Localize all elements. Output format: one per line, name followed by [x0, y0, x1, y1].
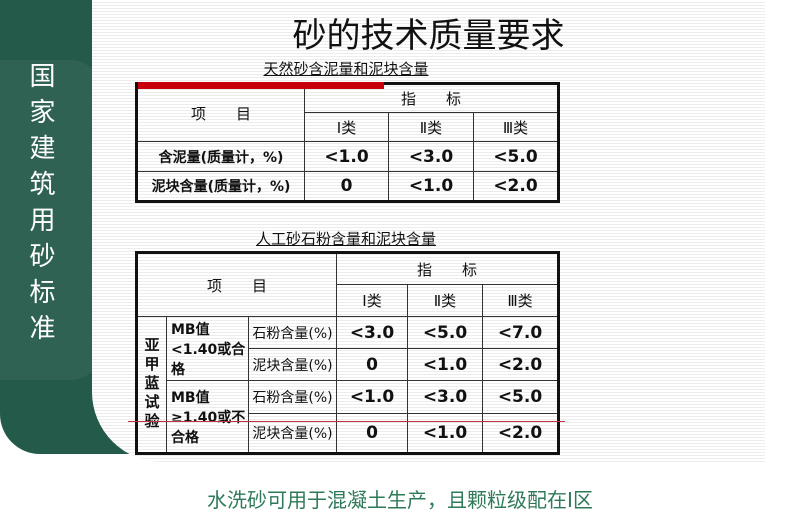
cell: <3.0 — [388, 141, 474, 172]
class-2: Ⅱ类 — [407, 284, 483, 317]
table1-caption: 天然砂含泥量和泥块含量 — [263, 60, 429, 78]
class-1: Ⅰ类 — [336, 284, 408, 317]
table-row: 泥块含量(质量计，%) 0 <1.0 <2.0 — [136, 171, 559, 202]
table-row: 泥块含量(%) 0 <1.0 <2.0 — [137, 348, 559, 381]
table2-caption: 人工砂石粉含量和泥块含量 — [255, 230, 436, 248]
cell: 0 — [336, 348, 408, 381]
row-label: 石粉含量(%) — [248, 316, 337, 349]
table-row: MB值≥1.40或不合格 石粉含量(%) <1.0 <3.0 <5.0 — [137, 380, 559, 454]
cell: <2.0 — [482, 413, 559, 454]
row-label: 泥块含量(%) — [248, 348, 337, 381]
accent-bar — [138, 82, 384, 89]
cell: <1.0 — [304, 141, 389, 172]
cell: <3.0 — [407, 380, 483, 414]
cell: <1.0 — [388, 171, 474, 202]
class-2: Ⅱ类 — [388, 112, 474, 142]
cell: <1.0 — [407, 348, 483, 381]
condition: MB值<1.40或合格 — [166, 316, 249, 381]
cell: <1.0 — [336, 380, 408, 414]
row-label: 泥块含量(质量计，%) — [136, 171, 305, 202]
cell: <7.0 — [482, 316, 559, 349]
header-item: 项 目 — [136, 83, 305, 142]
cell: <5.0 — [407, 316, 483, 349]
page-title: 砂的技术质量要求 — [292, 16, 565, 56]
row-label: 泥块含量(%) — [248, 413, 337, 454]
header-item: 项 目 — [136, 252, 337, 317]
cell: <3.0 — [336, 316, 408, 349]
table-natural-sand: 项 目指 标 Ⅰ类 Ⅱ类 Ⅲ类 含泥量(质量计，%) <1.0 <3.0 <5.0 泥块含… — [135, 82, 560, 203]
cell: <2.0 — [473, 171, 559, 202]
row-label: 含泥量(质量计，%) — [136, 141, 305, 172]
row-label: 石粉含量(%) — [248, 380, 337, 414]
table-manufactured-sand: 项 目指 标 Ⅰ类 Ⅱ类 Ⅲ类 亚甲蓝试验 MB值<1.40或合格 石粉含量(%) … — [135, 251, 560, 455]
class-3: Ⅲ类 — [473, 112, 559, 142]
cell: <5.0 — [473, 141, 559, 172]
cell: 0 — [304, 171, 389, 202]
class-1: Ⅰ类 — [304, 112, 389, 142]
header-index: 指 标 — [336, 252, 559, 285]
class-3: Ⅲ类 — [482, 284, 559, 317]
table-row: 亚甲蓝试验 MB值<1.40或合格 石粉含量(%) <3.0 <5.0 <7.0 — [136, 316, 559, 454]
cell: <1.0 — [407, 413, 483, 454]
cell: <2.0 — [482, 348, 559, 381]
cell: 0 — [336, 413, 408, 454]
group-label: 亚甲蓝试验 — [136, 316, 167, 454]
cell: <5.0 — [482, 380, 559, 414]
footer-note: 水洗砂可用于混凝土生产，且颗粒级配在Ⅰ区 — [207, 488, 593, 512]
condition: MB值≥1.40或不合格 — [166, 380, 249, 454]
red-rule-line — [128, 421, 565, 422]
table-row: 含泥量(质量计，%) <1.0 <3.0 <5.0 — [136, 141, 559, 172]
sidebar-title: 国家建筑用砂标准 — [25, 62, 55, 350]
table-row: 泥块含量(%) 0 <1.0 <2.0 — [137, 413, 559, 454]
